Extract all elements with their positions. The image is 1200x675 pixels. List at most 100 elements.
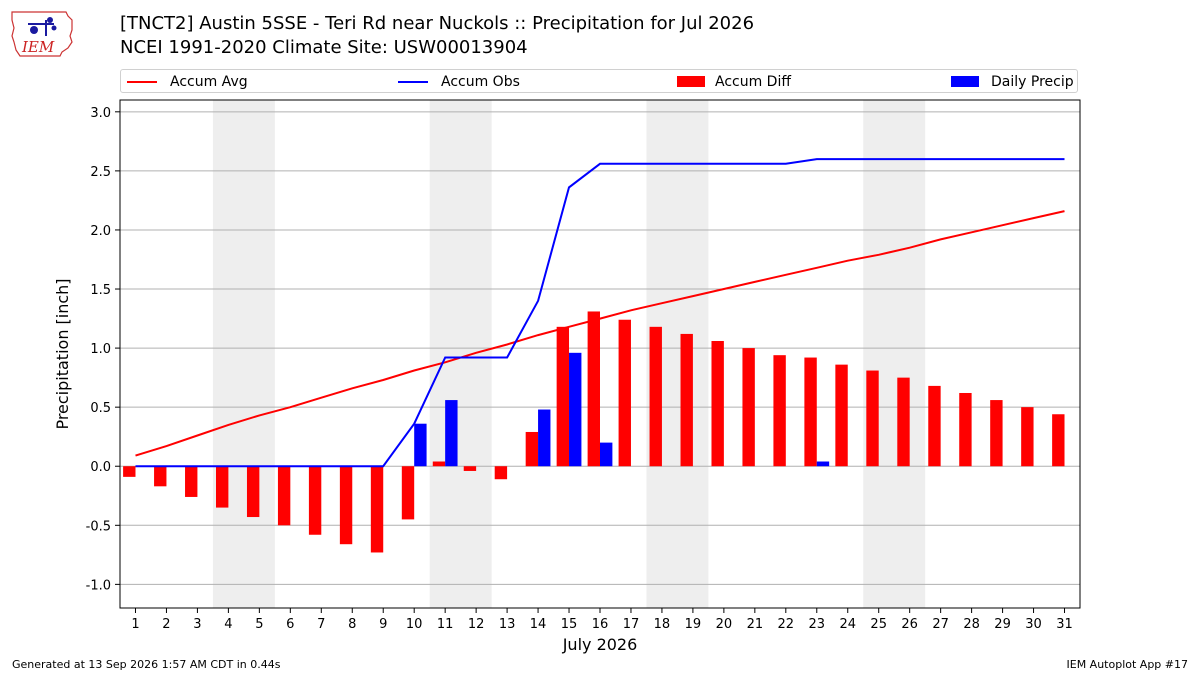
x-tick-label: 6 — [286, 617, 294, 632]
bar-accum-diff — [897, 377, 910, 467]
x-tick-label: 31 — [1056, 617, 1073, 632]
bar-accum-diff — [773, 355, 786, 467]
bar-accum-diff — [990, 400, 1003, 467]
bar-accum-diff — [649, 326, 662, 467]
x-tick-label: 13 — [499, 617, 516, 632]
x-tick-label: 21 — [747, 617, 764, 632]
bar-accum-diff — [370, 466, 384, 553]
x-tick-label: 16 — [592, 617, 609, 632]
x-tick-label: 28 — [963, 617, 980, 632]
legend-swatch-accum-avg — [127, 81, 157, 83]
bar-accum-diff — [618, 319, 631, 467]
legend-label-accum-obs: Accum Obs — [441, 74, 520, 90]
x-tick-label: 12 — [468, 617, 485, 632]
x-tick-label: 2 — [162, 617, 170, 632]
y-tick-label: 1.5 — [90, 283, 111, 298]
legend-swatch-accum-obs — [398, 81, 428, 83]
bar-daily-precip — [445, 400, 458, 467]
x-tick-label: 14 — [530, 617, 547, 632]
iem-logo: IEM — [8, 6, 78, 58]
weekend-band — [212, 100, 275, 608]
bar-daily-precip — [414, 423, 427, 467]
y-tick-label: 2.0 — [90, 224, 111, 239]
x-tick-label: 5 — [255, 617, 263, 632]
svg-text:IEM: IEM — [21, 38, 55, 56]
line-accum-avg — [135, 210, 1065, 457]
x-tick-label: 22 — [778, 617, 795, 632]
lines-layer — [135, 158, 1065, 468]
y-tick-label: 0.0 — [90, 460, 111, 475]
y-tick-label: -1.0 — [86, 578, 111, 593]
x-tick-label: 7 — [317, 617, 325, 632]
bar-daily-precip — [538, 409, 551, 467]
bar-accum-diff — [216, 466, 229, 508]
chart-subtitle: NCEI 1991-2020 Climate Site: USW00013904 — [120, 37, 528, 58]
x-tick-label: 29 — [994, 617, 1011, 632]
line-accum-obs — [135, 158, 1065, 468]
y-axis-label: Precipitation [inch] — [53, 278, 72, 429]
bar-accum-diff — [556, 326, 570, 467]
x-tick-label: 1 — [131, 617, 139, 632]
legend-swatch-daily-precip — [951, 76, 979, 87]
iowa-map-icon: IEM — [11, 11, 73, 57]
x-tick-label: 11 — [437, 617, 454, 632]
x-tick-label: 4 — [224, 617, 232, 632]
bar-accum-diff — [680, 333, 693, 467]
weekend-band — [863, 100, 926, 608]
bar-accum-diff — [928, 385, 941, 467]
bar-accum-diff — [339, 466, 353, 545]
bar-accum-diff — [742, 348, 755, 467]
bar-accum-diff — [494, 466, 508, 480]
bar-accum-diff — [463, 466, 477, 471]
bar-accum-diff — [959, 392, 972, 467]
bar-accum-diff — [866, 370, 879, 467]
x-tick-label: 19 — [685, 617, 702, 632]
y-tick-label: 3.0 — [90, 106, 111, 121]
bar-accum-diff — [185, 466, 198, 497]
bar-daily-precip — [569, 352, 582, 467]
bar-accum-diff — [525, 431, 539, 467]
bar-accum-diff — [308, 466, 322, 535]
chart-title: [TNCT2] Austin 5SSE - Teri Rd near Nucko… — [120, 13, 755, 34]
bar-accum-diff — [587, 311, 600, 467]
bar-daily-precip — [816, 461, 830, 467]
bar-accum-diff — [1021, 407, 1034, 467]
x-tick-label: 20 — [716, 617, 733, 632]
x-tick-label: 17 — [623, 617, 640, 632]
bars-layer — [123, 311, 1065, 553]
x-tick-label: 30 — [1025, 617, 1042, 632]
x-tick-label: 10 — [406, 617, 423, 632]
x-axis-ticks: 1 2 3 4 5 6 7 8 9 10 11 12 13 14 15 16 17 18 19 20 21 22 23 24 2… — [131, 608, 1073, 632]
x-tick-label: 8 — [348, 617, 356, 632]
bar-accum-diff — [246, 466, 260, 518]
bar-daily-precip — [600, 442, 613, 467]
legend-label-accum-diff: Accum Diff — [715, 74, 792, 90]
bar-accum-diff — [277, 466, 291, 526]
bar-accum-diff — [1052, 414, 1065, 467]
y-axis-ticks: -1.0 -0.5 0.0 0.5 1.0 1.5 2.0 2.5 3.0 — [86, 106, 120, 593]
y-tick-label: 2.5 — [90, 165, 111, 180]
y-tick-label: 1.0 — [90, 342, 111, 357]
bar-accum-diff — [154, 466, 167, 487]
x-tick-label: 15 — [561, 617, 578, 632]
y-tick-label: -0.5 — [86, 519, 111, 534]
generated-timestamp: Generated at 13 Sep 2026 1:57 AM CDT in … — [12, 658, 281, 671]
x-tick-label: 18 — [654, 617, 671, 632]
bar-accum-diff — [401, 466, 415, 520]
bar-accum-diff — [711, 341, 724, 467]
y-tick-label: 0.5 — [90, 401, 111, 416]
x-tick-label: 23 — [809, 617, 826, 632]
bar-accum-diff — [123, 466, 136, 477]
app-credit: IEM Autoplot App #17 — [1066, 658, 1189, 671]
legend-label-daily-precip: Daily Precip — [991, 74, 1074, 90]
legend-swatch-accum-diff — [677, 76, 705, 87]
x-tick-label: 3 — [193, 617, 201, 632]
x-tick-label: 26 — [901, 617, 918, 632]
x-axis-label: July 2026 — [562, 635, 638, 654]
weekend-bands — [212, 100, 926, 608]
weekend-band — [429, 100, 492, 608]
bar-accum-diff — [432, 461, 446, 467]
x-tick-label: 9 — [379, 617, 387, 632]
x-tick-label: 24 — [839, 617, 856, 632]
